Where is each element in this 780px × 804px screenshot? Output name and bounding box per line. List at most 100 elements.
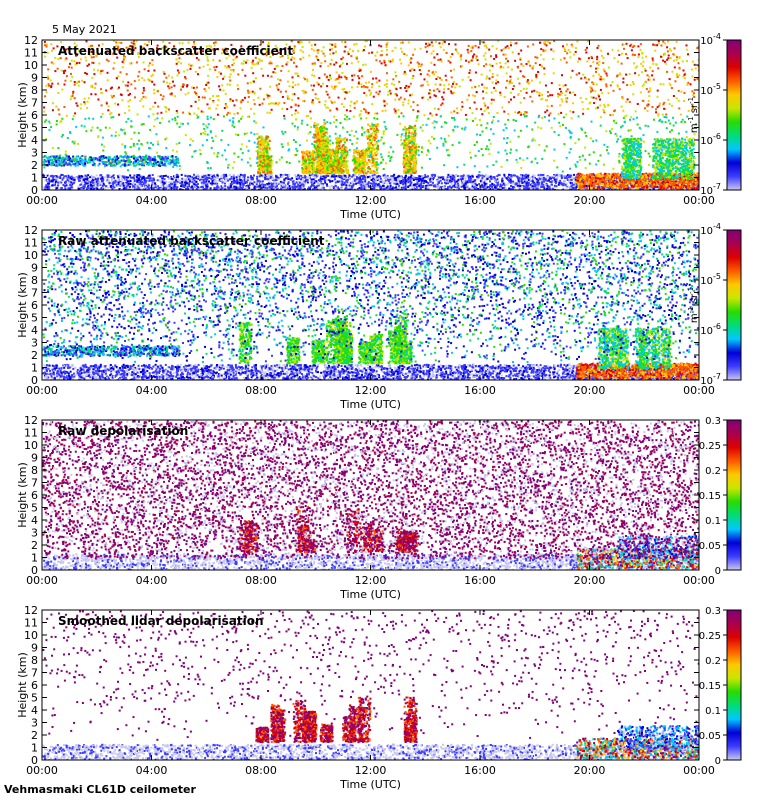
colorbar-scale: [727, 420, 741, 570]
y-tick-label: 2: [31, 539, 38, 552]
colorbar-tick-label: 0.1: [705, 706, 721, 717]
colorbar-tick-label: 0.3: [705, 606, 721, 617]
y-tick-label: 6: [31, 489, 38, 502]
panels: Attenuated backscatter coefficient012345…: [16, 32, 741, 791]
panel-title: Attenuated backscatter coefficient: [58, 44, 293, 58]
y-tick-label: 3: [31, 337, 38, 350]
colorbar-tick-label: 0.3: [705, 416, 721, 427]
figure-footer: Vehmasmaki CL61D ceilometer: [4, 783, 197, 796]
y-tick-label: 5: [31, 692, 38, 705]
colorbar-tick-label: 10-4: [700, 222, 721, 237]
y-tick-label: 2: [31, 729, 38, 742]
colorbar-scale: [727, 40, 741, 190]
colorbar-tick-label: 10-5: [700, 82, 721, 97]
x-tick-label: 20:00: [574, 194, 606, 207]
y-axis-label: Height (km): [16, 462, 29, 528]
y-tick-label: 1: [31, 742, 38, 755]
y-tick-label: 6: [31, 109, 38, 122]
colorbar-tick-label: 10-7: [700, 182, 721, 197]
x-tick-label: 04:00: [136, 764, 168, 777]
y-tick-label: 4: [31, 324, 38, 337]
y-tick-label: 4: [31, 514, 38, 527]
colorbar: 00.050.10.150.20.250.3: [699, 606, 741, 767]
y-tick-label: 10: [24, 249, 38, 262]
x-tick-label: 00:00: [26, 384, 58, 397]
x-tick-label: 00:00: [26, 764, 58, 777]
plot-area: [42, 610, 699, 760]
colorbar-tick-label: 10-4: [700, 32, 721, 47]
colorbar-tick-label: 0.05: [699, 541, 721, 552]
panel-2: Raw attenuated backscatter coefficient01…: [16, 222, 741, 411]
y-tick-label: 7: [31, 667, 38, 680]
y-tick-label: 11: [24, 617, 38, 630]
x-tick-label: 20:00: [574, 384, 606, 397]
x-tick-label: 00:00: [683, 574, 715, 587]
y-tick-label: 11: [24, 427, 38, 440]
panel-4: Smoothed lidar depolarisation01234567891…: [16, 604, 741, 791]
x-axis-label: Time (UTC): [339, 588, 401, 601]
y-axis-label: Height (km): [16, 652, 29, 718]
plot-area: [42, 40, 699, 190]
y-tick-label: 8: [31, 84, 38, 97]
y-tick-label: 3: [31, 147, 38, 160]
y-tick-label: 7: [31, 287, 38, 300]
x-tick-label: 08:00: [245, 764, 277, 777]
x-tick-label: 08:00: [245, 574, 277, 587]
y-tick-label: 10: [24, 629, 38, 642]
x-tick-label: 16:00: [464, 194, 496, 207]
colorbar-tick-label: 10-5: [700, 272, 721, 287]
y-tick-label: 11: [24, 47, 38, 60]
x-tick-label: 20:00: [574, 764, 606, 777]
colorbar-tick-label: 0.2: [705, 656, 721, 667]
x-tick-label: 00:00: [26, 194, 58, 207]
y-tick-label: 9: [31, 262, 38, 275]
x-tick-label: 04:00: [136, 384, 168, 397]
y-tick-label: 12: [24, 224, 38, 237]
x-axis-label: Time (UTC): [339, 398, 401, 411]
colorbar-scale: [727, 230, 741, 380]
colorbar-tick-label: 0.25: [699, 631, 721, 642]
panel-title: Smoothed lidar depolarisation: [58, 614, 264, 628]
y-tick-label: 4: [31, 704, 38, 717]
y-tick-label: 11: [24, 237, 38, 250]
x-tick-label: 12:00: [355, 764, 387, 777]
y-tick-label: 2: [31, 159, 38, 172]
x-tick-label: 00:00: [26, 574, 58, 587]
panel-title: Raw attenuated backscatter coefficient: [58, 234, 325, 248]
colorbar-tick-label: 0.1: [705, 516, 721, 527]
x-tick-label: 08:00: [245, 194, 277, 207]
y-tick-label: 1: [31, 362, 38, 375]
y-tick-label: 10: [24, 59, 38, 72]
colorbar-tick-label: 0: [715, 566, 721, 577]
y-tick-label: 9: [31, 642, 38, 655]
x-tick-label: 16:00: [464, 764, 496, 777]
colorbar-tick-label: 0.15: [699, 491, 721, 502]
y-tick-label: 9: [31, 72, 38, 85]
y-tick-label: 6: [31, 679, 38, 692]
x-tick-label: 00:00: [683, 764, 715, 777]
y-tick-label: 8: [31, 274, 38, 287]
y-tick-label: 8: [31, 654, 38, 667]
colorbar-scale: [727, 610, 741, 760]
x-tick-label: 04:00: [136, 574, 168, 587]
colorbar-tick-label: 0: [715, 756, 721, 767]
y-tick-label: 2: [31, 349, 38, 362]
y-tick-label: 5: [31, 122, 38, 135]
panel-1: Attenuated backscatter coefficient012345…: [16, 32, 741, 221]
colorbar-tick-label: 10-7: [700, 372, 721, 387]
x-tick-label: 16:00: [464, 574, 496, 587]
y-tick-label: 9: [31, 452, 38, 465]
colorbar-tick-label: 0.05: [699, 731, 721, 742]
y-tick-label: 7: [31, 477, 38, 490]
y-tick-label: 12: [24, 414, 38, 427]
colorbar-tick-label: 0.2: [705, 466, 721, 477]
y-tick-label: 3: [31, 527, 38, 540]
x-tick-label: 20:00: [574, 574, 606, 587]
colorbar-tick-label: 0.25: [699, 441, 721, 452]
y-tick-label: 4: [31, 134, 38, 147]
y-tick-label: 12: [24, 34, 38, 47]
x-axis-label: Time (UTC): [339, 208, 401, 221]
